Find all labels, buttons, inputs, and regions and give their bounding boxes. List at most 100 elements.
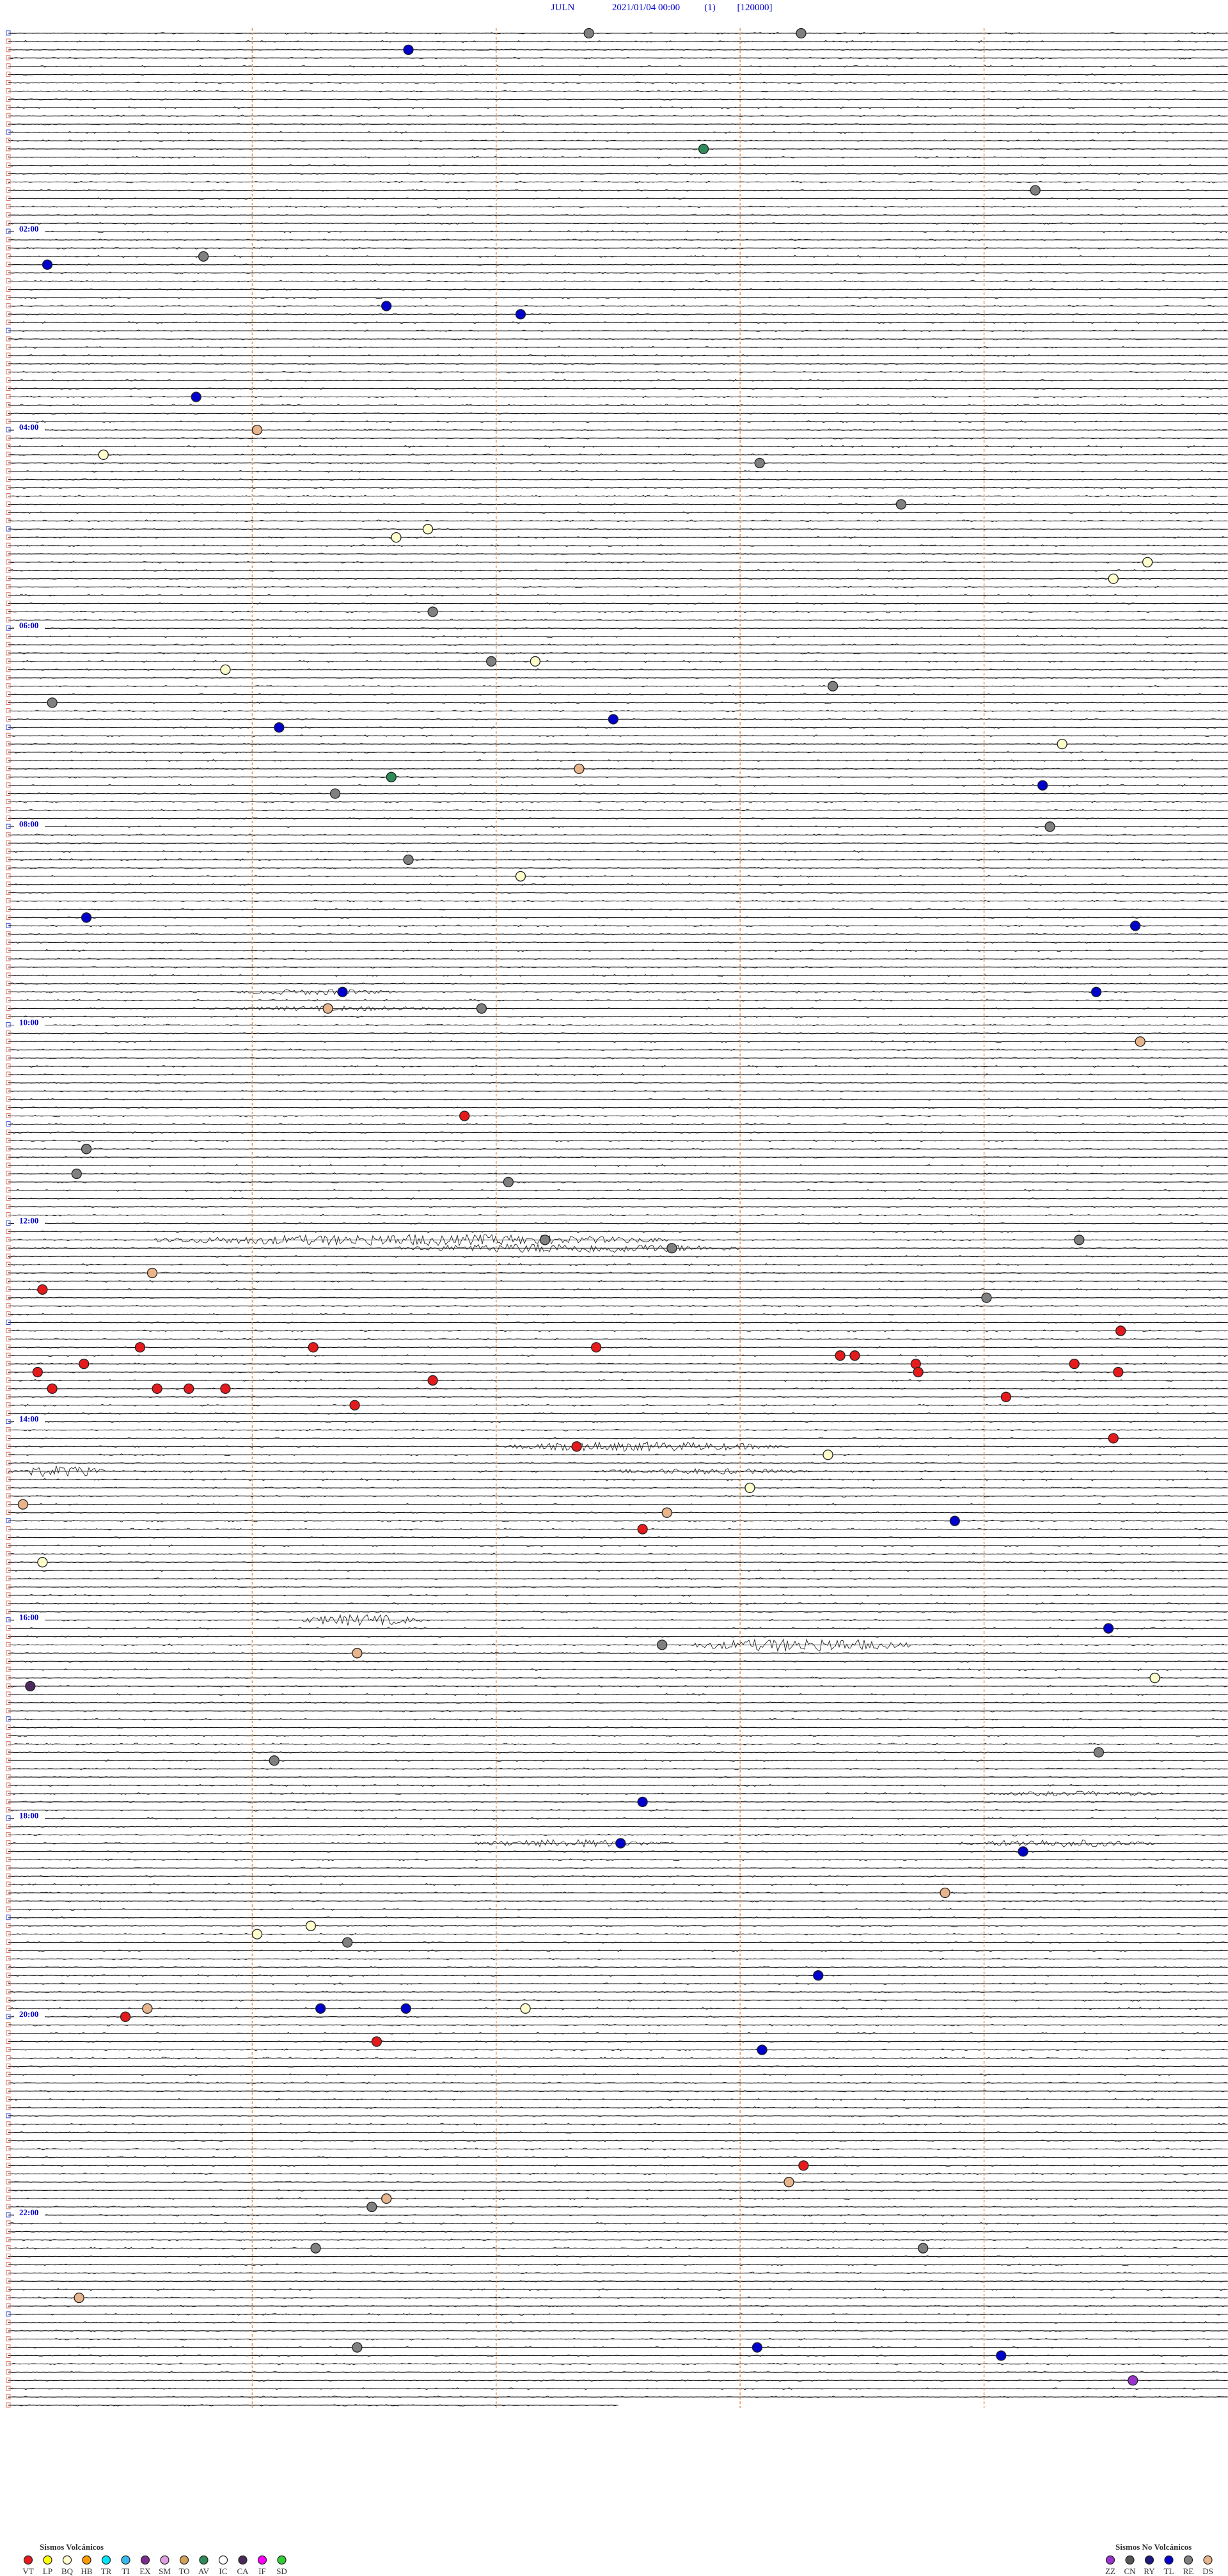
trace [8, 577, 1227, 580]
event [17, 1499, 29, 1510]
trace [8, 1701, 1227, 1704]
row-marker [6, 294, 11, 300]
row-marker [6, 2030, 11, 2036]
row-marker [6, 1725, 11, 1730]
hour-label: 20:00 [19, 2009, 38, 2019]
row-marker [6, 1666, 11, 1672]
event [849, 1350, 860, 1361]
trace [8, 1767, 1227, 1771]
trace [8, 594, 1227, 597]
row-marker [6, 1460, 11, 1466]
legend-code: EX [139, 2566, 151, 2576]
row-marker [6, 2005, 11, 2011]
trace [8, 379, 1227, 382]
row-marker [6, 2046, 11, 2052]
trace [8, 1825, 1227, 1828]
event [427, 606, 438, 617]
trace [8, 362, 1227, 365]
row-marker [6, 1683, 11, 1689]
trace [8, 1172, 1227, 1175]
trace [8, 271, 1227, 274]
trace [8, 1478, 1227, 1482]
row-marker [6, 336, 11, 342]
trace [8, 1569, 1227, 1572]
trace [8, 2122, 1227, 2126]
row-marker [6, 2311, 11, 2317]
row-marker [6, 2071, 11, 2077]
event [813, 1970, 824, 1981]
row-marker [6, 2270, 11, 2275]
event [637, 1524, 648, 1535]
row-marker [6, 2146, 11, 2152]
event [352, 1648, 363, 1659]
trace [8, 1213, 1227, 1217]
event [42, 259, 53, 270]
row-marker [6, 1824, 11, 1829]
hour-label: 12:00 [19, 1215, 38, 1225]
row-marker [6, 1559, 11, 1565]
trace [8, 486, 1227, 489]
row-marker [6, 724, 11, 730]
row-marker [6, 1171, 11, 1176]
trace [8, 2247, 1227, 2250]
hour-label: 04:00 [19, 422, 38, 432]
trace [8, 1040, 1227, 1043]
row-marker [6, 1576, 11, 1581]
row-marker [6, 939, 11, 945]
hour-label-bg [14, 1019, 45, 1027]
legend-swatch [1105, 2555, 1115, 2565]
legend-code: CA [237, 2566, 249, 2576]
row-marker [6, 2295, 11, 2300]
trace [8, 1462, 1227, 1465]
trace [8, 1875, 1227, 1878]
event [37, 1284, 48, 1295]
trace [8, 404, 1227, 407]
trace [8, 519, 1227, 523]
trace [8, 205, 1227, 209]
trace [8, 817, 1227, 820]
row-marker [6, 1451, 11, 1457]
event [583, 28, 594, 39]
trace [8, 1677, 1227, 1680]
trace [8, 1602, 1227, 1605]
row-marker [6, 1105, 11, 1110]
trace [8, 1503, 1227, 1506]
legend-code: IF [258, 2566, 266, 2576]
row-marker [6, 1443, 11, 1449]
row-marker [6, 551, 11, 557]
row-marker [6, 1402, 11, 1408]
trace [8, 627, 1227, 630]
row-marker [6, 2195, 11, 2201]
row-marker [6, 625, 11, 631]
trace [8, 544, 1227, 548]
row-marker [6, 402, 11, 407]
row-marker [6, 667, 11, 672]
trace [8, 1363, 1227, 1366]
trace [8, 842, 1227, 845]
trace [8, 635, 1227, 638]
legend-code: TR [101, 2566, 112, 2576]
row-marker [6, 1055, 11, 1061]
row-marker [6, 2245, 11, 2251]
trace [8, 775, 1227, 778]
trace [8, 1098, 1227, 1101]
hour-label: 22:00 [19, 2208, 38, 2217]
trace [8, 2312, 1227, 2316]
legend-code: BQ [61, 2566, 74, 2576]
trace [8, 684, 1227, 688]
trace [8, 180, 1227, 184]
event [1069, 1358, 1080, 1370]
row-marker [6, 1799, 11, 1805]
row-marker [6, 576, 11, 581]
row-marker [6, 2096, 11, 2102]
row-marker [6, 1137, 11, 1143]
row-marker [6, 807, 11, 812]
trace [8, 908, 1227, 911]
trace [8, 552, 1227, 555]
row-marker [6, 2088, 11, 2094]
trace [8, 123, 1227, 126]
row-marker [6, 393, 11, 399]
row-marker [6, 1708, 11, 1714]
trace [8, 1371, 1227, 1374]
event [1135, 1036, 1145, 1047]
